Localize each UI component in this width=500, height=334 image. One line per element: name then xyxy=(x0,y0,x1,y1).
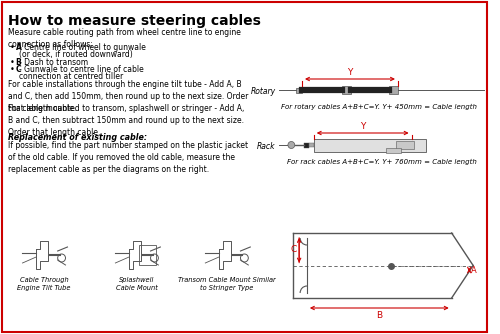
Bar xyxy=(304,143,309,148)
Text: Rack: Rack xyxy=(257,142,276,151)
Text: A: A xyxy=(471,266,477,275)
Text: connection at centred tiller: connection at centred tiller xyxy=(19,72,124,81)
Text: •: • xyxy=(10,43,14,52)
Text: C: C xyxy=(291,245,297,254)
Bar xyxy=(296,88,302,93)
Text: For rotary cables A+B+C=Y. Y+ 450mm = Cable length: For rotary cables A+B+C=Y. Y+ 450mm = Ca… xyxy=(282,104,478,110)
Bar xyxy=(342,86,351,94)
Text: A: A xyxy=(16,43,22,52)
Text: Rotary: Rotary xyxy=(250,87,276,96)
Circle shape xyxy=(288,142,294,149)
Bar xyxy=(386,148,401,153)
Bar xyxy=(389,86,398,94)
Text: (or deck, if routed downward): (or deck, if routed downward) xyxy=(19,50,133,59)
Bar xyxy=(139,245,156,265)
Text: Splashwell
Cable Mount: Splashwell Cable Mount xyxy=(116,277,158,291)
Text: Measure cable routing path from wheel centre line to engine
connection as follow: Measure cable routing path from wheel ce… xyxy=(8,28,240,49)
Bar xyxy=(314,139,426,152)
Text: Y: Y xyxy=(360,122,366,131)
Text: How to measure steering cables: How to measure steering cables xyxy=(8,14,260,28)
Text: •: • xyxy=(10,58,14,67)
Text: Replacement of existing cable:: Replacement of existing cable: xyxy=(8,133,147,142)
Text: For rack cables A+B+C=Y. Y+ 760mm = Cable length: For rack cables A+B+C=Y. Y+ 760mm = Cabl… xyxy=(288,159,477,165)
Text: For cable installations through the engine tilt tube - Add A, B
and C, then add : For cable installations through the engi… xyxy=(8,80,248,113)
Text: B: B xyxy=(376,311,382,320)
Text: Transom Cable Mount Similar
to Stringer Type: Transom Cable Mount Similar to Stringer … xyxy=(178,277,276,291)
Bar xyxy=(396,141,413,149)
Bar xyxy=(309,143,314,147)
Text: Y: Y xyxy=(348,68,352,77)
Text: - Centre line of wheel to gunwale: - Centre line of wheel to gunwale xyxy=(19,43,146,52)
Text: - Dash to transom: - Dash to transom xyxy=(19,58,88,67)
Text: For cable mounted to transom, splashwell or stringer - Add A,
B and C, then subt: For cable mounted to transom, splashwell… xyxy=(8,104,244,137)
Text: C: C xyxy=(16,65,22,74)
Text: - Gunwale to centre line of cable: - Gunwale to centre line of cable xyxy=(19,65,144,74)
Text: •: • xyxy=(10,65,14,74)
Text: Cable Through
Engine Tilt Tube: Cable Through Engine Tilt Tube xyxy=(17,277,70,291)
Text: If possible, find the part number stamped on the plastic jacket
of the old cable: If possible, find the part number stampe… xyxy=(8,141,248,174)
Text: B: B xyxy=(16,58,22,67)
